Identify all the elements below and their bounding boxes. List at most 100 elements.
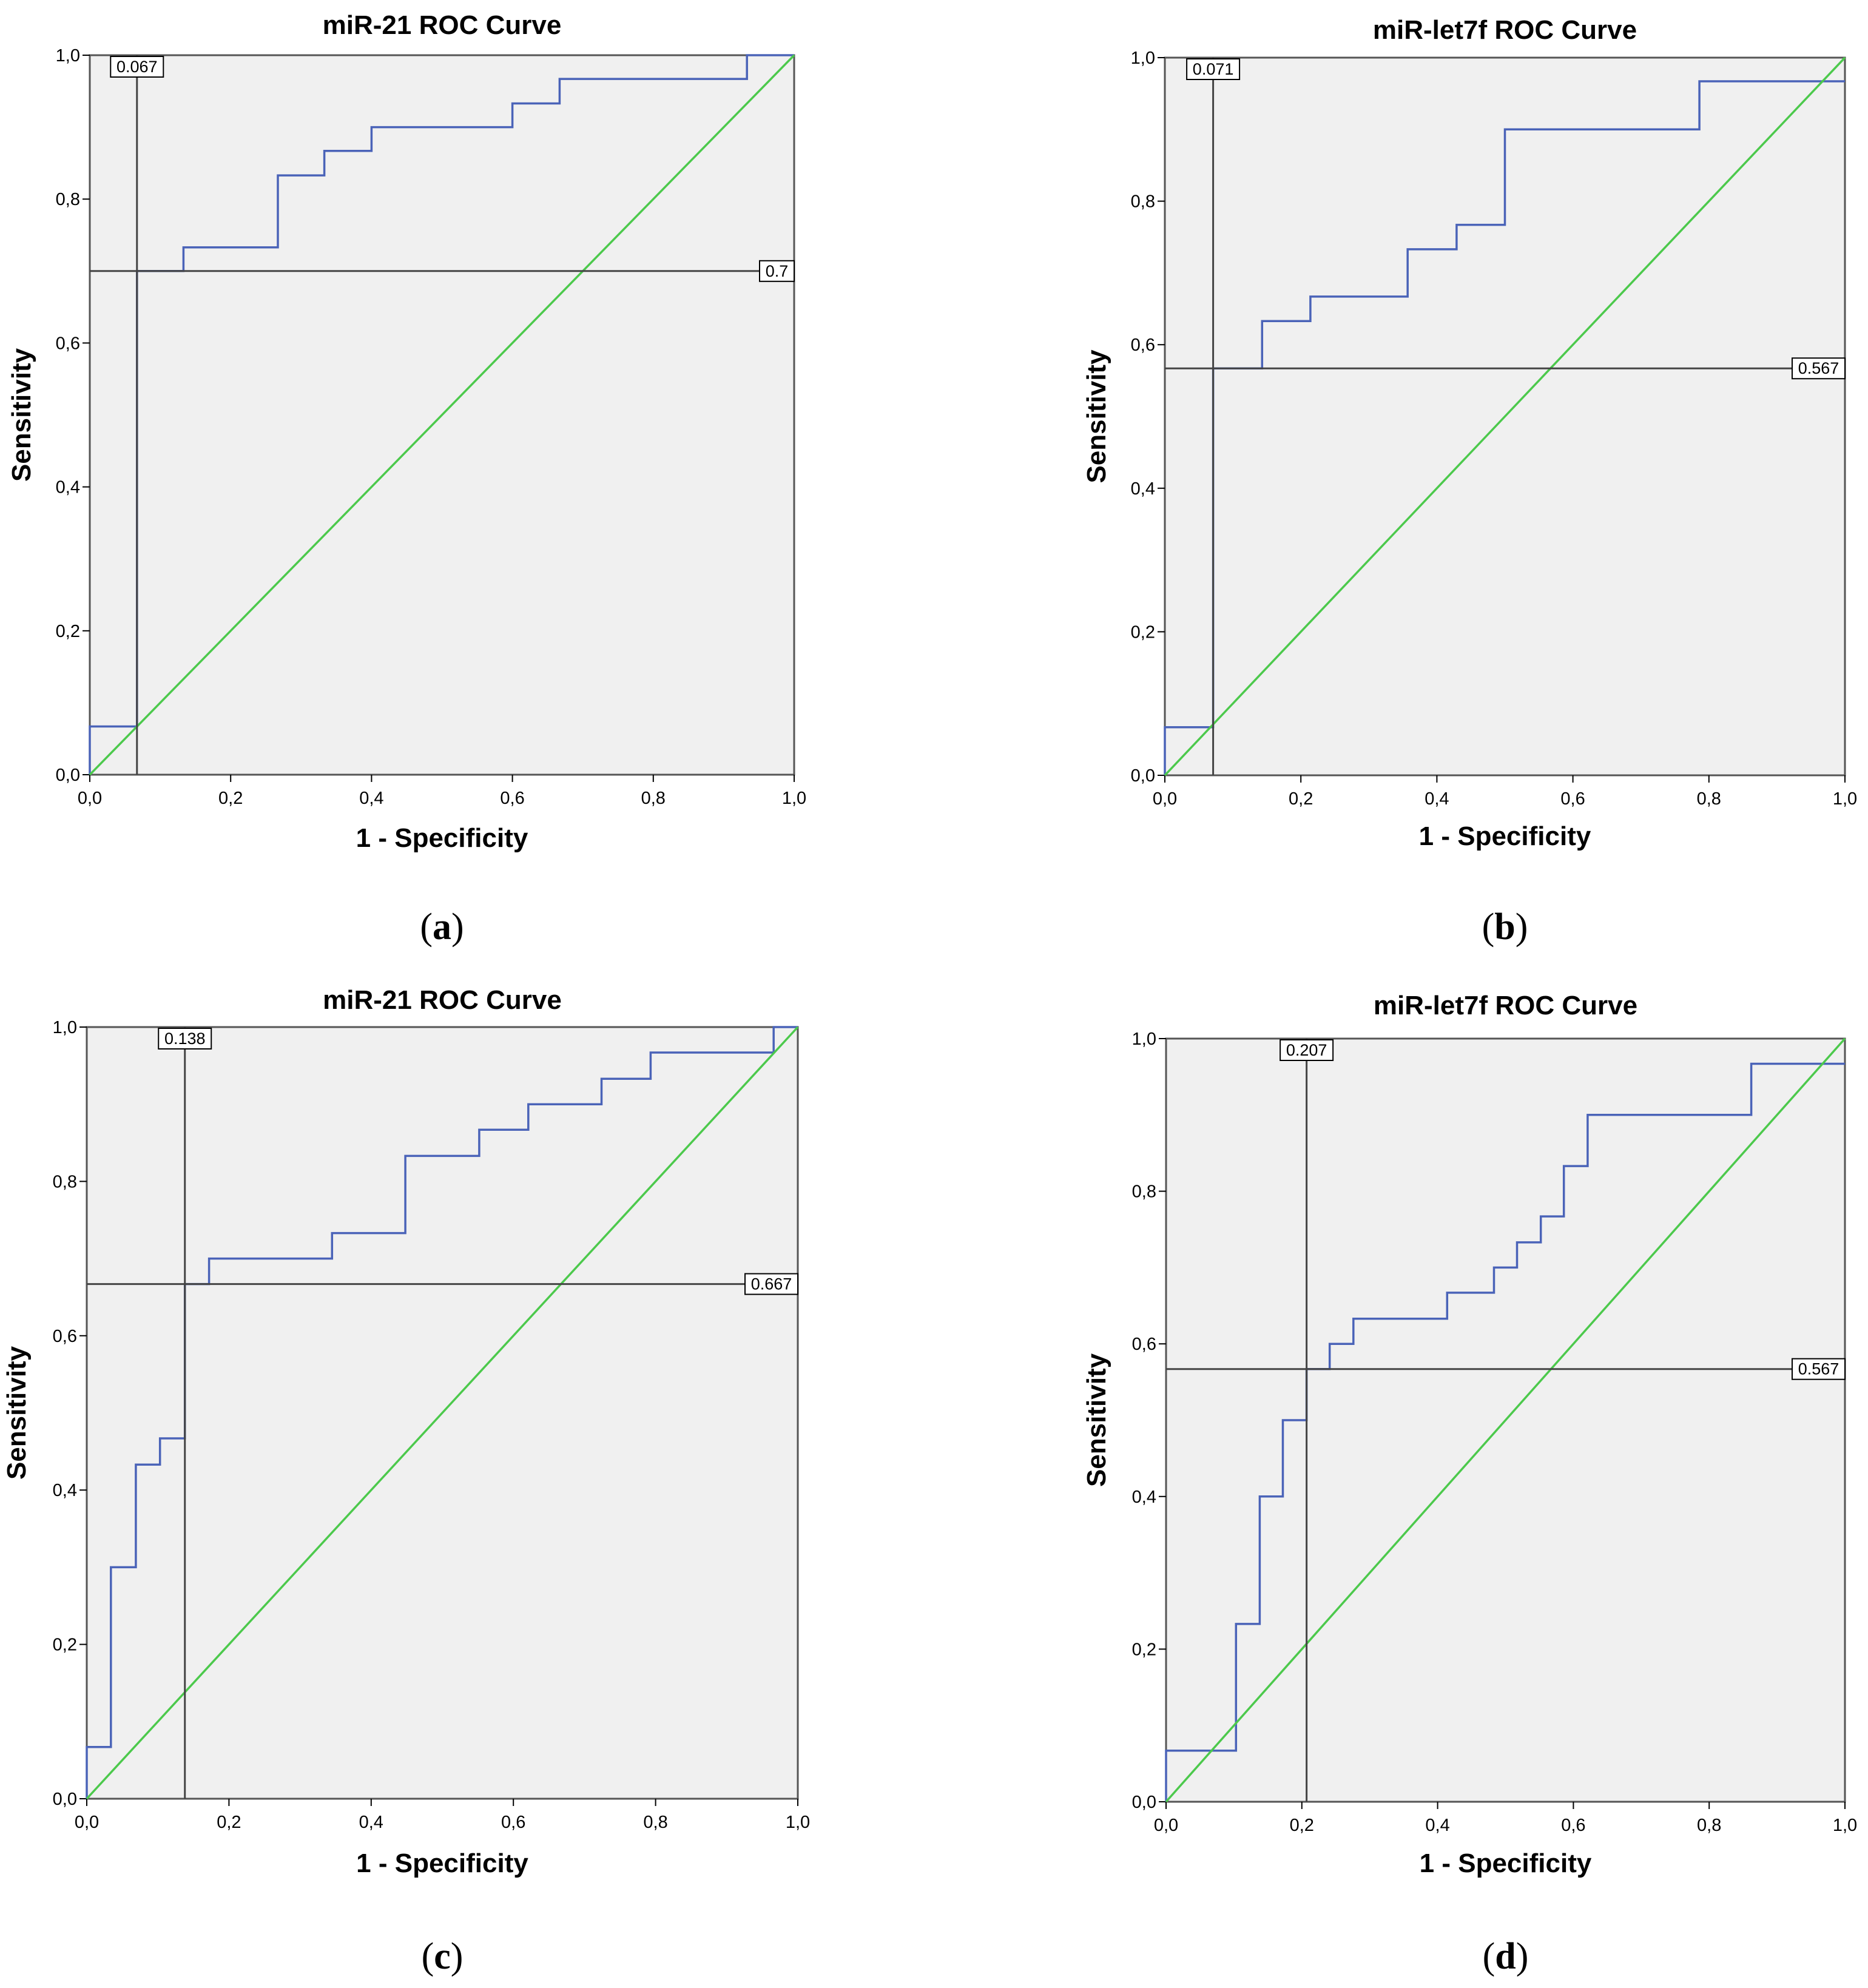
x-axis-label: 1 - Specificity [356,823,528,853]
caption-letter: b [1494,906,1515,948]
cutoff-y-box [1792,1358,1846,1380]
x-tick-label: 0,6 [500,789,524,808]
x-tick-label: 0,6 [1560,789,1585,809]
x-tick-label: 0,0 [78,789,102,808]
y-tick-label: 1,0 [1131,49,1155,68]
cutoff-y-label: 0.7 [766,262,789,280]
x-tick-label: 0,6 [1561,1816,1585,1835]
cutoff-x-label: 0.207 [1286,1041,1327,1059]
caption-open-paren: ( [1482,906,1495,948]
reference-line [1165,1037,1846,1803]
cutoff-x-box [158,1028,212,1050]
x-tick-label: 0,0 [1154,1816,1178,1835]
caption-letter: c [434,1936,451,1977]
caption-close-paren: ) [451,906,464,948]
cutoff-y-label: 0.567 [1798,359,1839,377]
cutoff-x-box [1280,1039,1334,1061]
caption-open-paren: ( [420,906,433,948]
chart-title: miR-21 ROC Curve [323,10,562,40]
roc-panel-c: miR-21 ROC Curve 0,0 0,2 0,4 0,6 0,8 1,0 0,0 0,2… [2,985,810,1977]
y-tick-label: 0,2 [1131,622,1155,642]
y-tick-label: 0,6 [1131,335,1155,355]
panel-caption: (b) [1482,906,1528,948]
x-tick-label: 0,8 [643,1813,667,1832]
x-axis-label: 1 - Specificity [356,1848,528,1878]
x-axis-label: 1 - Specificity [1420,1848,1592,1878]
x-tick-label: 0,6 [501,1813,525,1832]
y-tick-label: 0,0 [53,1790,77,1809]
cutoff-y-label: 0.667 [751,1275,792,1293]
x-tick-label: 0,2 [217,1813,241,1832]
caption-letter: d [1495,1936,1516,1977]
cutoff-y-box [744,1273,798,1295]
roc-curve [86,1026,798,1799]
chart-title: miR-let7f ROC Curve [1374,991,1637,1020]
x-tick-label: 0,4 [359,789,383,808]
cutoff-x-label: 0.138 [164,1029,206,1048]
caption-letter: a [433,906,451,948]
panel-caption: (d) [1483,1936,1529,1977]
caption-open-paren: ( [422,1936,434,1977]
panel-caption: (c) [422,1936,464,1977]
chart-title: miR-21 ROC Curve [323,985,562,1015]
y-tick-label: 0,8 [56,190,80,209]
x-tick-label: 0,8 [641,789,666,808]
y-tick-label: 0,2 [56,622,80,641]
chart-title: miR-let7f ROC Curve [1373,15,1637,45]
y-tick-label: 0,0 [1132,1793,1156,1812]
reference-line [86,1026,799,1800]
x-tick-label: 0,4 [1425,1816,1449,1835]
cutoff-x-label: 0.071 [1193,60,1234,78]
x-tick-label: 1,0 [782,789,806,808]
y-tick-label: 0,4 [1132,1488,1156,1507]
caption-close-paren: ) [1516,906,1528,948]
reference-line [89,54,795,776]
cutoff-x-label: 0.067 [116,58,158,76]
y-tick-label: 0,2 [53,1636,77,1655]
x-tick-label: 0,2 [218,789,243,808]
y-tick-label: 0,8 [1132,1182,1156,1202]
y-axis-label: Sensitivity [1082,1353,1111,1487]
caption-close-paren: ) [451,1936,464,1977]
x-tick-label: 0,8 [1697,789,1721,809]
roc-panel-b: miR-let7f ROC Curve 0,0 0,2 0,4 0,6 0,8 1,0 0,0… [1082,15,1857,948]
cutoff-y-label: 0.567 [1798,1360,1839,1378]
x-tick-label: 0,4 [1425,789,1449,809]
y-tick-label: 0,6 [1132,1335,1156,1354]
cutoff-y-box [759,260,795,282]
caption-open-paren: ( [1483,1936,1495,1977]
cutoff-y-box [1792,357,1846,380]
y-tick-label: 1,0 [56,46,80,66]
y-tick-label: 1,0 [53,1018,77,1037]
reference-line [1164,56,1846,777]
y-tick-label: 0,6 [56,334,80,353]
x-tick-label: 0,0 [75,1813,99,1832]
roc-curve [1165,1062,1845,1802]
y-tick-label: 1,0 [1132,1029,1156,1049]
x-tick-label: 1,0 [1833,1816,1857,1835]
y-axis-label: Sensitivity [7,348,36,482]
y-tick-label: 0,0 [56,766,80,785]
cutoff-x-box [110,56,164,78]
y-tick-label: 0,0 [1131,766,1155,786]
y-tick-label: 0,4 [56,478,80,497]
y-tick-label: 0,8 [53,1172,77,1191]
cutoff-x-box [1186,58,1241,80]
panel-caption: (a) [420,906,464,948]
x-tick-label: 1,0 [1833,789,1857,809]
x-tick-label: 0,8 [1697,1816,1721,1835]
x-axis-label: 1 - Specificity [1419,821,1591,851]
roc-panel-d: miR-let7f ROC Curve 0,0 0,2 0,4 0,6 0,8 1,0 0,0… [1082,991,1857,1977]
x-tick-label: 1,0 [786,1813,810,1832]
y-tick-label: 0,8 [1131,192,1155,212]
x-tick-label: 0,2 [1289,789,1313,809]
y-axis-label: Sensitivity [1082,349,1111,484]
y-tick-label: 0,6 [53,1327,77,1346]
x-tick-label: 0,2 [1290,1816,1314,1835]
y-tick-label: 0,4 [1131,479,1155,499]
y-tick-label: 0,4 [53,1481,77,1500]
x-tick-label: 0,0 [1153,789,1177,809]
caption-close-paren: ) [1516,1936,1529,1977]
y-tick-label: 0,2 [1132,1640,1156,1659]
